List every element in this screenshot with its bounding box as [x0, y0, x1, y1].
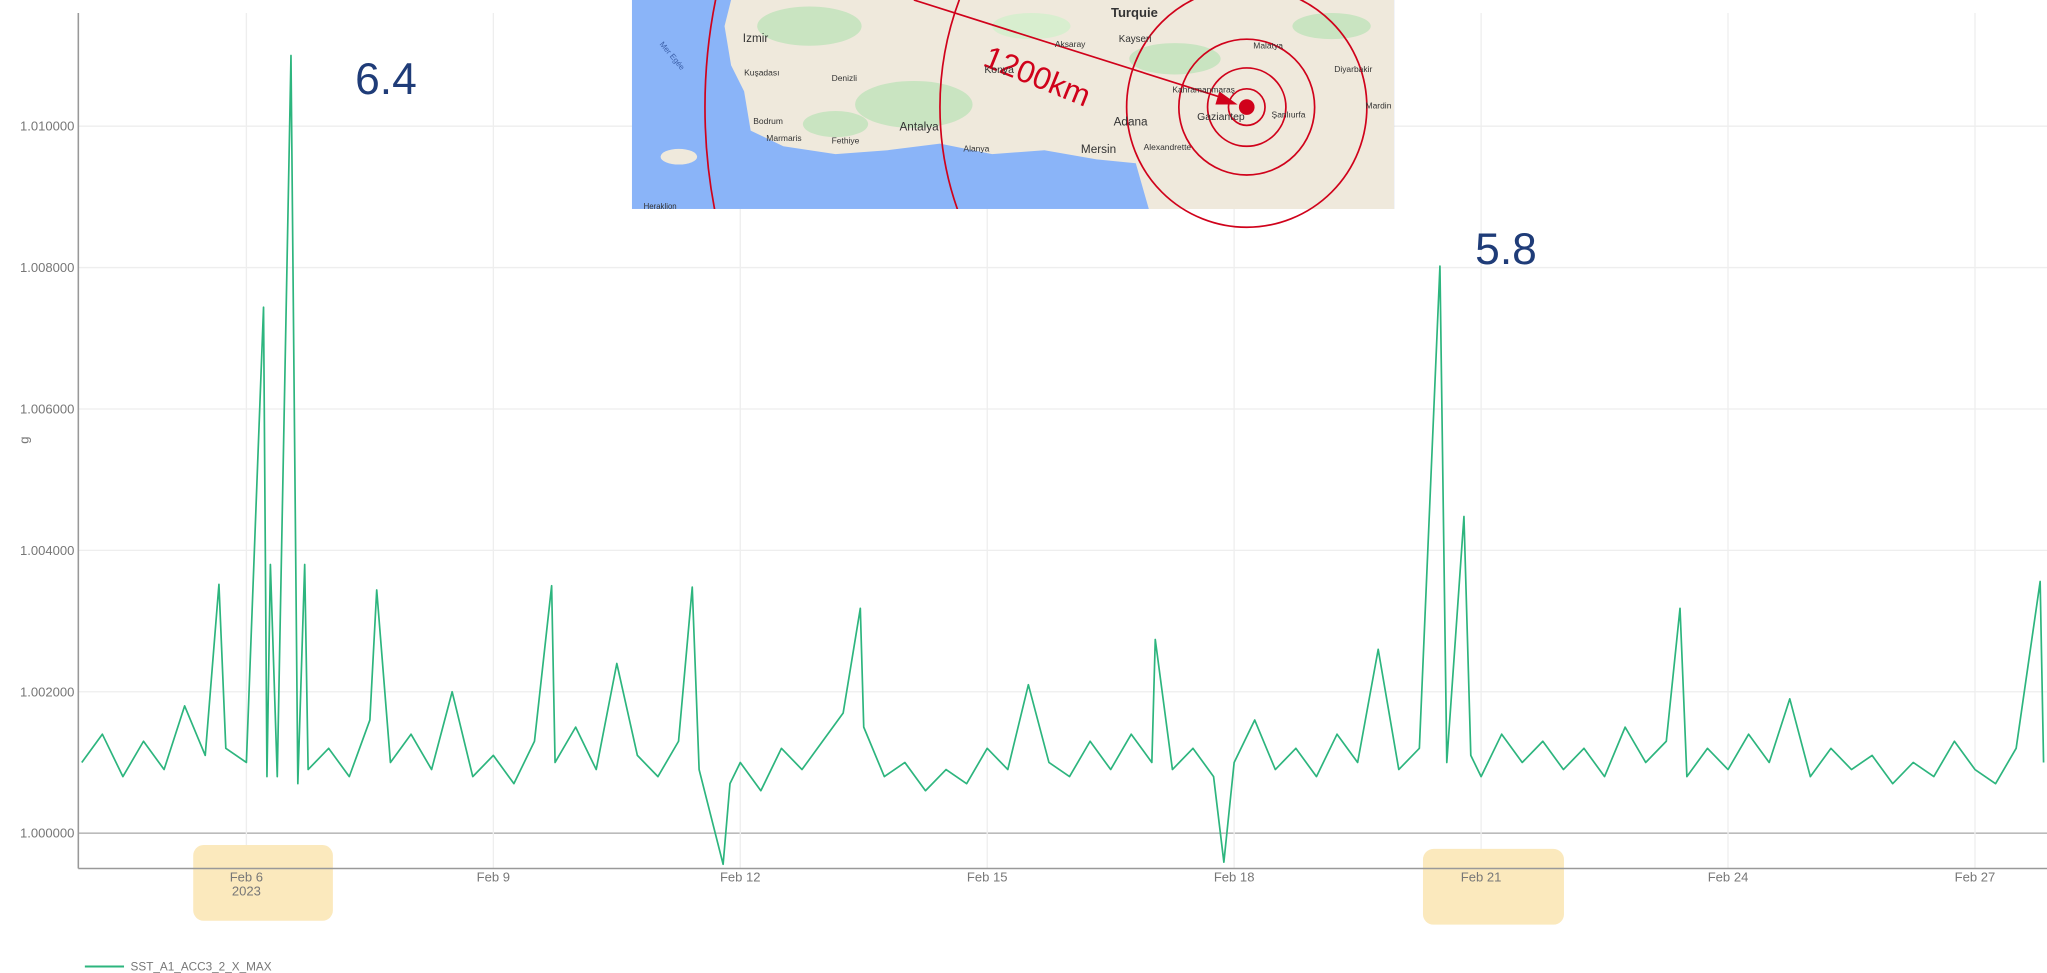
map-label: Mardin	[1366, 100, 1392, 110]
map-label: Malatya	[1253, 40, 1283, 50]
map-label: Izmir	[743, 32, 769, 45]
annotation: 6.4	[355, 55, 417, 104]
map-label: Alexandrette	[1144, 142, 1192, 152]
map-label: Denizli	[832, 73, 858, 83]
x-tick-label: Feb 18	[1214, 870, 1255, 885]
legend: SST_A1_ACC3_2_X_MAX	[85, 960, 272, 973]
map-label: Şanlıurfa	[1272, 110, 1306, 120]
x-tick-label: Feb 21	[1461, 870, 1502, 885]
map-label: Heraklion	[644, 202, 677, 211]
x-tick-label: Feb 24	[1708, 870, 1749, 885]
ticks: 1.000000 1.002000 1.004000 1.006000 1.008000…	[20, 119, 1995, 899]
map-label: Mersin	[1081, 143, 1116, 156]
map-label: Konya	[984, 65, 1014, 76]
map-label: Fethiye	[832, 136, 860, 146]
map-label: Alanya	[963, 143, 989, 153]
map-inset: 1200km Turquie Kayseri Aksaray Malatya I…	[632, 0, 1789, 649]
legend-label: SST_A1_ACC3_2_X_MAX	[131, 960, 272, 973]
chart: 1.000000 1.002000 1.004000 1.006000 1.008000…	[0, 0, 2047, 973]
map-label: Turquie	[1111, 5, 1158, 20]
x-tick-label: Feb 27	[1955, 870, 1996, 885]
map-label: Diyarbakir	[1334, 64, 1372, 74]
y-tick-label: 1.010000	[20, 119, 74, 134]
y-axis-label: g	[17, 437, 32, 444]
highlight-box	[1423, 849, 1564, 925]
map-label: Bodrum	[753, 116, 783, 126]
y-tick-label: 1.006000	[20, 402, 74, 417]
y-tick-label: 1.004000	[20, 543, 74, 558]
map-label: Antalya	[899, 121, 939, 134]
map-label: Kuşadası	[744, 68, 779, 78]
annotation: 5.8	[1475, 225, 1537, 274]
y-tick-label: 1.000000	[20, 826, 74, 841]
map-label: Marmaris	[766, 133, 801, 143]
x-tick-label: Feb 12	[720, 870, 761, 885]
map-label: Gaziantep	[1197, 112, 1245, 123]
map-label: Aksaray	[1055, 39, 1086, 49]
page: {"chart_data": { "type": "line", "y_labe…	[0, 0, 2047, 973]
x-tick-label: Feb 9	[477, 870, 510, 885]
map-label: Kahramanmaraş	[1172, 85, 1235, 95]
map-label: Adana	[1114, 115, 1148, 128]
y-tick-label: 1.008000	[20, 260, 74, 275]
x-tick-label: Feb 62023	[230, 870, 263, 899]
y-tick-label: 1.002000	[20, 684, 74, 699]
map-label: Kayseri	[1119, 34, 1152, 45]
x-tick-label: Feb 15	[967, 870, 1008, 885]
